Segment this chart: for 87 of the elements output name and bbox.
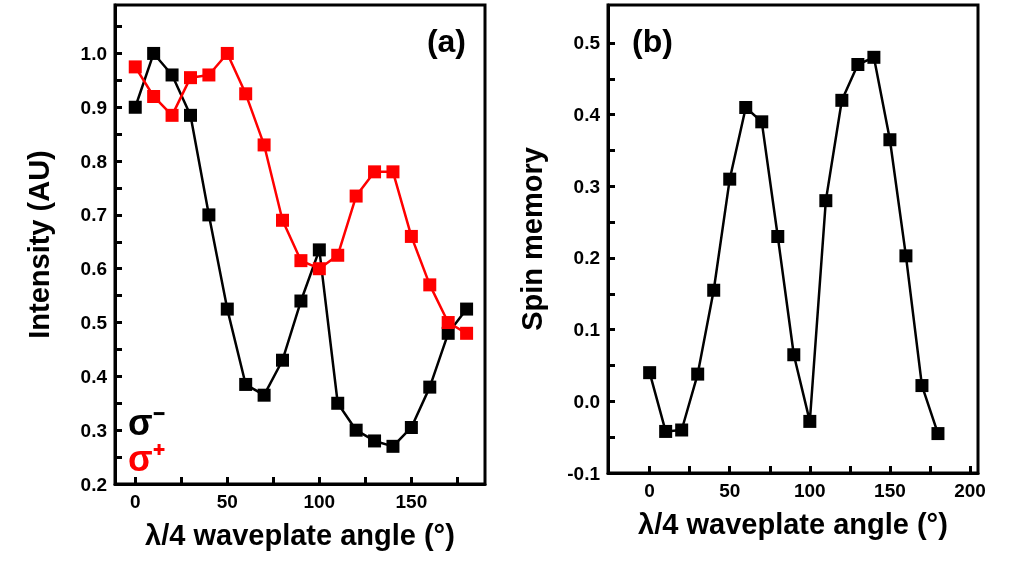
point bbox=[349, 189, 363, 203]
point bbox=[147, 89, 161, 103]
x-tick-label: 100 bbox=[793, 480, 826, 501]
y-tick-label: 0.1 bbox=[573, 319, 601, 341]
point bbox=[835, 93, 849, 107]
x-axis-title: λ/4 waveplate angle (°) bbox=[145, 518, 455, 551]
point bbox=[423, 278, 437, 292]
y-tick-label: 0.5 bbox=[573, 32, 601, 54]
point bbox=[294, 294, 308, 308]
x-tick-label: 150 bbox=[874, 480, 906, 501]
point bbox=[643, 366, 657, 380]
point bbox=[147, 46, 161, 60]
point bbox=[257, 388, 271, 402]
x-tick-label: 50 bbox=[719, 480, 741, 501]
point bbox=[294, 254, 308, 268]
y-tick-label: 0.4 bbox=[80, 365, 108, 387]
point bbox=[691, 367, 705, 381]
point bbox=[755, 115, 769, 129]
point bbox=[165, 108, 179, 122]
point bbox=[128, 100, 142, 114]
point bbox=[675, 423, 689, 437]
point bbox=[915, 379, 929, 393]
y-tick-label: 0.9 bbox=[80, 96, 107, 118]
y-tick-label: 0.3 bbox=[80, 419, 107, 441]
point bbox=[787, 348, 801, 362]
x-tick-label: 200 bbox=[954, 480, 986, 501]
point bbox=[128, 60, 142, 74]
point bbox=[202, 68, 216, 82]
x-tick-label: 50 bbox=[216, 491, 238, 512]
y-tick-label: 0.6 bbox=[80, 258, 107, 280]
point bbox=[460, 302, 474, 316]
point bbox=[368, 165, 382, 179]
y-tick-label: 0.8 bbox=[80, 150, 107, 172]
y-axis-title: Intensity (AU) bbox=[22, 150, 55, 339]
text: (a) bbox=[426, 23, 466, 59]
y-tick-label: 0.5 bbox=[80, 312, 108, 334]
point bbox=[257, 138, 271, 152]
point bbox=[659, 424, 673, 438]
y-axis-title: Spin memory bbox=[515, 147, 548, 331]
y-tick-label: 0.7 bbox=[80, 204, 107, 226]
point bbox=[165, 68, 179, 82]
y-tick-label: 1.0 bbox=[80, 42, 107, 64]
point bbox=[899, 249, 913, 263]
point bbox=[386, 439, 400, 453]
y-tick-label: 0.0 bbox=[573, 390, 600, 412]
point bbox=[404, 229, 418, 243]
y-tick-label: 0.2 bbox=[80, 473, 107, 495]
point bbox=[867, 50, 881, 64]
point bbox=[183, 108, 197, 122]
point bbox=[460, 326, 474, 340]
point bbox=[707, 283, 721, 297]
point bbox=[276, 353, 290, 367]
point bbox=[441, 316, 455, 330]
x-axis-title: λ/4 waveplate angle (°) bbox=[638, 507, 948, 540]
point bbox=[803, 414, 817, 428]
point bbox=[220, 302, 234, 316]
point bbox=[404, 420, 418, 434]
point bbox=[386, 165, 400, 179]
point bbox=[202, 208, 216, 222]
point bbox=[183, 71, 197, 85]
point bbox=[883, 133, 897, 147]
point bbox=[851, 57, 865, 71]
text: (b) bbox=[632, 23, 673, 59]
y-tick-label: 0.2 bbox=[573, 247, 600, 269]
point bbox=[931, 427, 945, 441]
x-tick-label: 0 bbox=[129, 491, 141, 512]
point bbox=[819, 194, 833, 208]
point bbox=[312, 262, 326, 276]
point bbox=[349, 423, 363, 437]
x-tick-label: 150 bbox=[395, 491, 428, 512]
point bbox=[239, 87, 253, 101]
x-tick-label: 100 bbox=[303, 491, 336, 512]
point bbox=[368, 434, 382, 448]
point bbox=[771, 229, 785, 243]
point bbox=[423, 380, 437, 394]
point bbox=[220, 46, 234, 60]
y-tick-label: 0.4 bbox=[573, 104, 601, 126]
point bbox=[723, 172, 737, 186]
point bbox=[312, 243, 326, 257]
point bbox=[331, 396, 345, 410]
x-tick-label: 0 bbox=[644, 480, 655, 501]
y-tick-label: 0.3 bbox=[573, 175, 600, 197]
point bbox=[276, 213, 290, 227]
point bbox=[239, 377, 253, 391]
point bbox=[331, 248, 345, 262]
point bbox=[739, 100, 753, 114]
y-tick-label: -0.1 bbox=[567, 462, 601, 484]
